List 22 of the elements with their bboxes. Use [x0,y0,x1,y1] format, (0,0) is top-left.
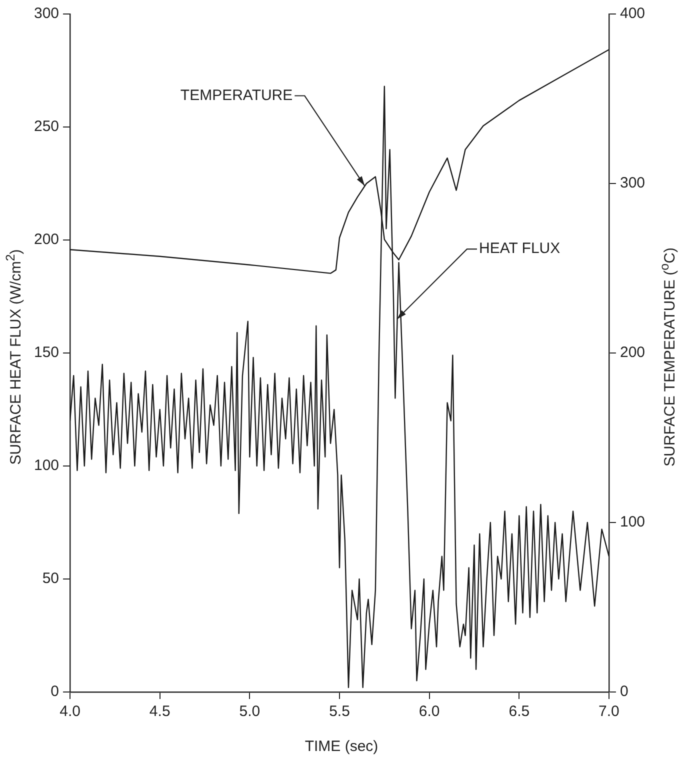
y2-tick-label: 200 [620,344,646,362]
y-tick-label: 200 [34,231,60,248]
y2-tick-label: 400 [620,5,646,22]
y-tick-label: 150 [34,344,60,362]
x-tick-label: 6.5 [508,703,530,720]
y2-tick-label: 100 [620,514,646,531]
x-tick-label: 5.5 [329,703,350,720]
y2-tick-label: 0 [620,683,628,700]
y-tick-label: 300 [34,5,60,22]
x-tick-label: 5.0 [239,703,260,720]
x-axis-title: TIME (sec) [304,738,378,755]
y-tick-label: 0 [50,683,60,700]
annotation: TEMPERATURE [180,86,293,104]
x-tick-label: 6.0 [418,703,440,720]
x-tick-label: 7.0 [598,703,620,720]
y-tick-label: 50 [42,570,60,588]
x-tick-label: 4.0 [60,703,80,720]
annotation: HEAT FLUX [478,240,560,258]
y-tick-label: 250 [34,118,60,136]
x-tick-label: 4.5 [149,703,170,720]
y-tick-label: 100 [34,457,60,474]
y2-tick-label: 300 [620,174,646,192]
